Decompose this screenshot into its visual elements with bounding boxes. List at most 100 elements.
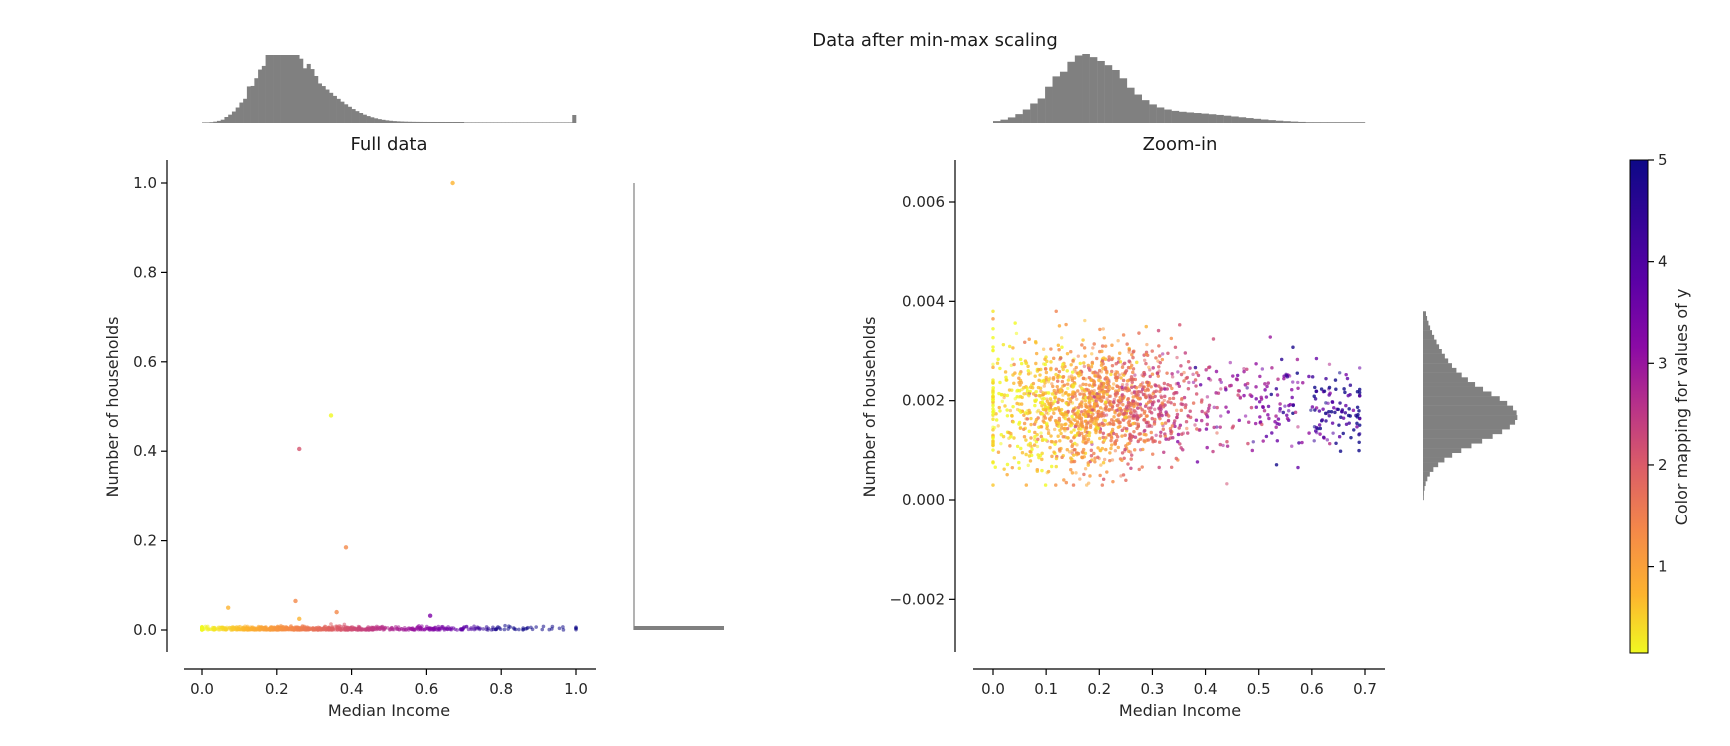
data-point bbox=[1057, 369, 1062, 374]
data-point bbox=[1114, 389, 1118, 393]
histogram-bar bbox=[1104, 65, 1113, 123]
data-point bbox=[1177, 426, 1181, 430]
data-point bbox=[349, 627, 353, 631]
data-point bbox=[1225, 444, 1230, 448]
data-point bbox=[342, 622, 347, 627]
data-point bbox=[1147, 365, 1151, 370]
data-point bbox=[1090, 352, 1094, 356]
data-point bbox=[1063, 426, 1067, 431]
data-point bbox=[1049, 360, 1053, 364]
data-point bbox=[1014, 331, 1019, 336]
data-point bbox=[1060, 455, 1064, 460]
data-point bbox=[1161, 427, 1166, 431]
data-point bbox=[1175, 415, 1179, 420]
data-point bbox=[1063, 416, 1067, 421]
histogram-bar bbox=[561, 122, 566, 123]
data-point bbox=[317, 627, 322, 632]
data-point bbox=[1143, 404, 1148, 408]
data-point bbox=[1120, 434, 1124, 438]
data-point bbox=[442, 628, 447, 632]
data-point bbox=[1235, 373, 1240, 378]
data-point bbox=[1072, 376, 1077, 380]
data-point bbox=[1117, 413, 1121, 417]
data-point bbox=[1090, 415, 1094, 420]
data-point bbox=[1015, 444, 1020, 449]
data-point bbox=[459, 627, 463, 632]
data-point bbox=[1121, 333, 1126, 337]
data-point bbox=[1291, 403, 1295, 408]
x-tick-label: 0.0 bbox=[981, 680, 1005, 698]
data-point bbox=[1023, 340, 1027, 344]
data-point bbox=[1221, 443, 1225, 448]
data-point bbox=[1357, 390, 1362, 395]
data-point bbox=[1224, 388, 1228, 392]
data-point bbox=[1351, 408, 1356, 413]
data-point bbox=[330, 625, 335, 629]
data-point bbox=[1075, 397, 1079, 401]
histogram-bar bbox=[1059, 71, 1068, 123]
data-point bbox=[1355, 421, 1359, 426]
data-point bbox=[1034, 398, 1039, 402]
x-tick-label: 0.2 bbox=[1087, 680, 1111, 698]
data-point bbox=[1157, 440, 1162, 444]
data-point bbox=[1107, 355, 1111, 359]
data-point bbox=[1040, 404, 1044, 408]
data-point bbox=[1193, 423, 1197, 427]
data-point bbox=[1104, 375, 1109, 380]
data-point bbox=[1343, 411, 1348, 415]
data-point bbox=[991, 407, 995, 411]
x-tick-label: 0.7 bbox=[1353, 680, 1377, 698]
data-point bbox=[1088, 474, 1092, 478]
data-point bbox=[1108, 399, 1112, 404]
data-point bbox=[1142, 439, 1146, 443]
data-point bbox=[1140, 465, 1144, 469]
data-point bbox=[1103, 419, 1107, 423]
data-point bbox=[1242, 366, 1246, 371]
colorbar-label: Color mapping for values of y bbox=[1672, 289, 1691, 526]
data-point bbox=[1044, 422, 1049, 426]
data-point bbox=[1330, 400, 1335, 404]
data-point bbox=[1357, 440, 1361, 444]
zoom-in-y-histogram bbox=[1423, 311, 1518, 501]
y-tick-label: 0.006 bbox=[902, 193, 945, 211]
data-point bbox=[1073, 424, 1078, 429]
data-point bbox=[1012, 362, 1016, 367]
data-point bbox=[1296, 380, 1300, 385]
histogram-bar bbox=[314, 75, 319, 123]
histogram-bar bbox=[486, 122, 491, 123]
data-point bbox=[1137, 331, 1141, 335]
data-point bbox=[1176, 432, 1181, 437]
data-point bbox=[1176, 381, 1180, 386]
data-point bbox=[1019, 410, 1023, 414]
data-point bbox=[1295, 357, 1300, 362]
data-point bbox=[1069, 460, 1073, 464]
data-point bbox=[1205, 445, 1209, 450]
data-point bbox=[1096, 455, 1100, 460]
data-point bbox=[1053, 418, 1058, 423]
data-point bbox=[1101, 477, 1106, 482]
data-point bbox=[517, 627, 521, 632]
histogram-bar bbox=[1245, 118, 1254, 123]
histogram-bar bbox=[493, 122, 498, 123]
histogram-bar bbox=[1423, 466, 1434, 472]
histogram-bar bbox=[1423, 429, 1503, 435]
histogram-bar bbox=[317, 83, 322, 123]
data-point bbox=[1098, 436, 1102, 441]
data-point bbox=[1285, 416, 1290, 421]
data-point bbox=[991, 395, 995, 399]
data-point bbox=[1001, 342, 1006, 347]
data-point bbox=[1033, 403, 1037, 408]
data-point bbox=[1148, 374, 1152, 379]
data-point bbox=[1120, 393, 1124, 398]
data-point bbox=[1031, 381, 1036, 386]
histogram-bar bbox=[448, 121, 453, 123]
colorbar-tick-label: 4 bbox=[1658, 253, 1668, 271]
data-point bbox=[1347, 421, 1351, 425]
data-point bbox=[1051, 401, 1055, 406]
data-point bbox=[1073, 382, 1077, 386]
data-point bbox=[1105, 397, 1109, 401]
x-tick-label: 0.2 bbox=[265, 680, 289, 698]
data-point bbox=[1041, 347, 1046, 351]
data-point bbox=[1212, 405, 1216, 410]
histogram-bar bbox=[1320, 122, 1328, 123]
